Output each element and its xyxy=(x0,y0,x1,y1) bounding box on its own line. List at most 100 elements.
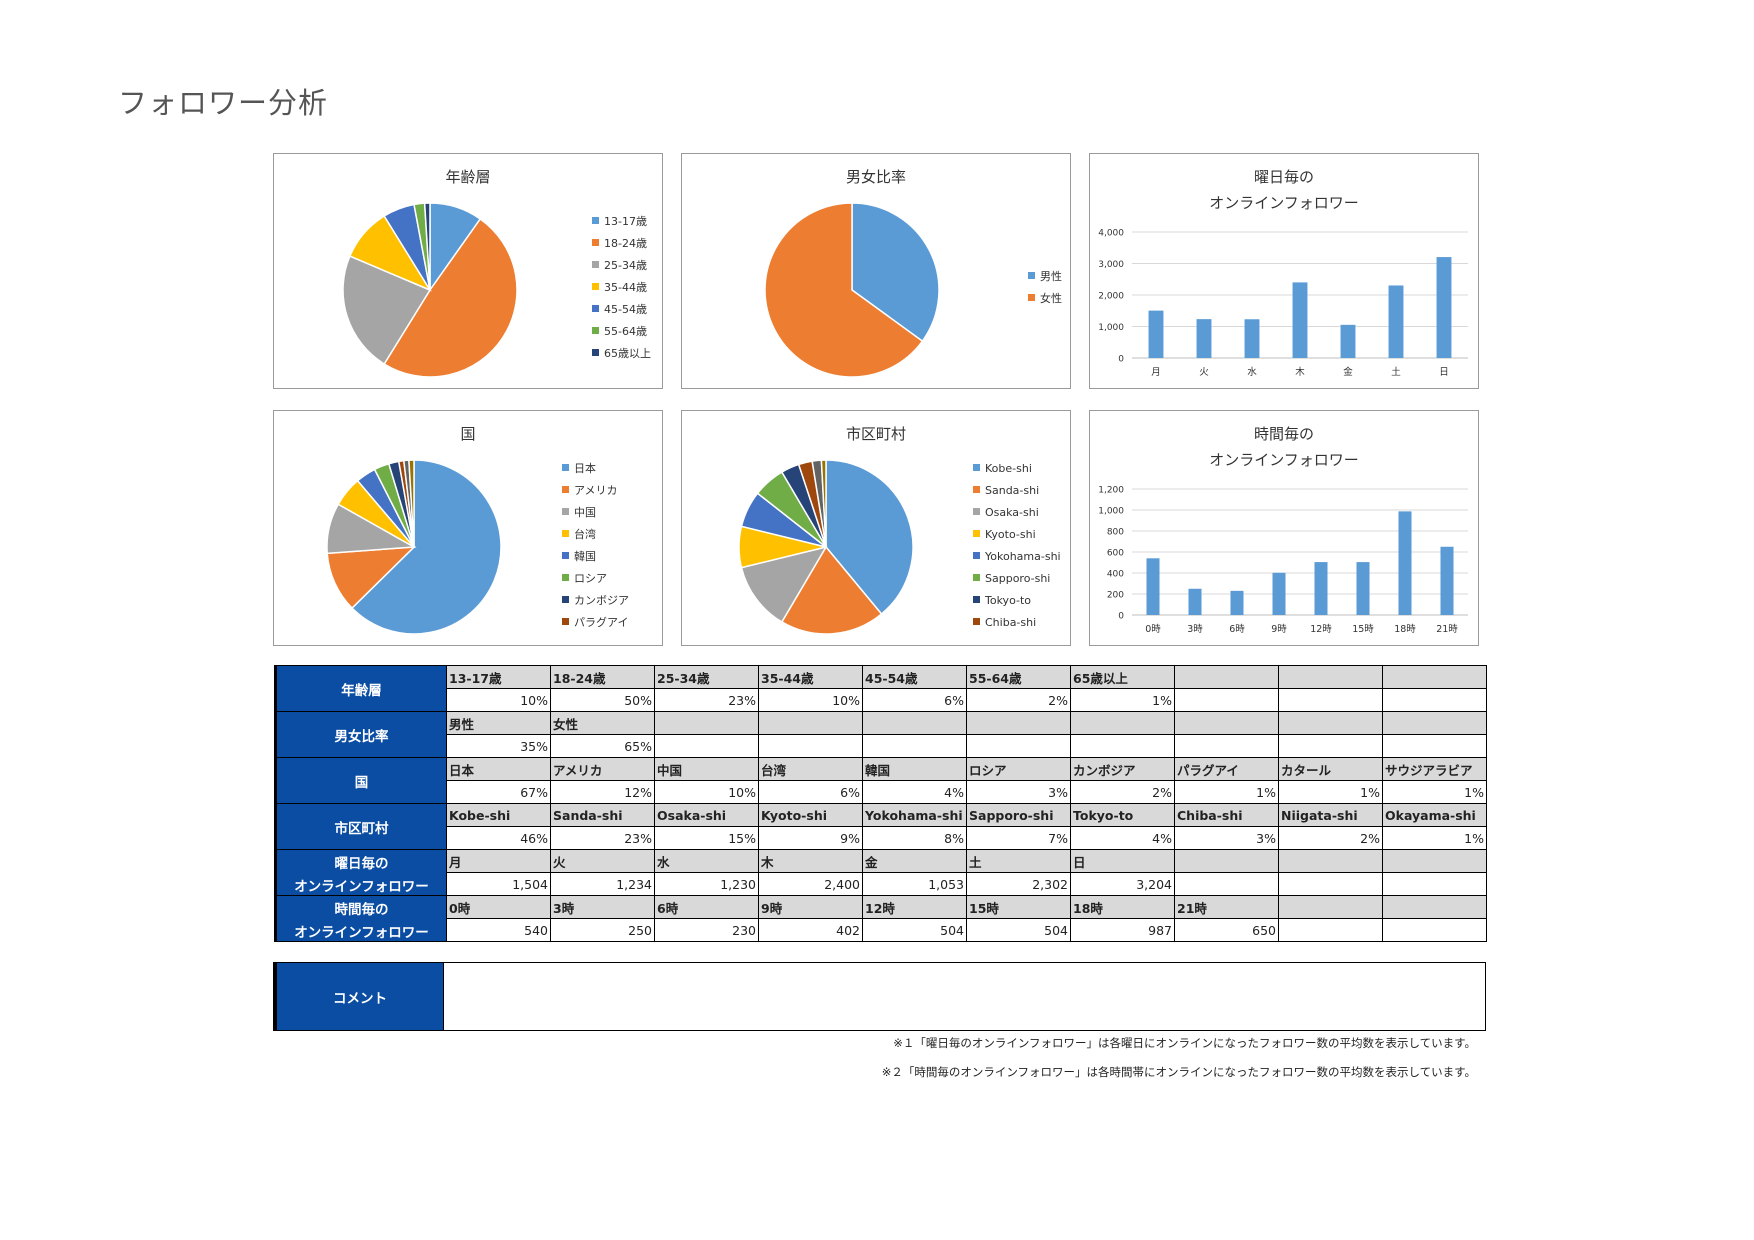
bar xyxy=(1244,319,1260,358)
table-label-cell: Osaka-shi xyxy=(654,803,759,827)
table-label-cell: カンボジア xyxy=(1070,757,1175,781)
table-value-cell: 15% xyxy=(654,826,759,850)
table-label-cell: 21時 xyxy=(1174,895,1279,919)
legend-label: 35-44歳 xyxy=(604,281,647,294)
table-value-cell: 23% xyxy=(654,688,759,712)
legend-swatch xyxy=(562,530,569,537)
x-tick-label: 月 xyxy=(1151,367,1161,378)
table-value-cell: 6% xyxy=(862,688,967,712)
table-label-cell: 45-54歳 xyxy=(862,665,967,689)
legend-swatch xyxy=(562,574,569,581)
table-label-cell xyxy=(1278,665,1383,689)
pie-slice xyxy=(825,459,914,616)
table-label-cell: Chiba-shi xyxy=(1174,803,1279,827)
table-value-cell xyxy=(1174,688,1279,712)
bar xyxy=(1292,282,1308,358)
legend-label: Sapporo-shi xyxy=(985,572,1051,585)
table-label-cell xyxy=(1382,665,1487,689)
table-value-cell xyxy=(966,734,1071,758)
table-value-cell xyxy=(1382,918,1487,942)
table-label-cell: 35-44歳 xyxy=(758,665,863,689)
table-label-cell xyxy=(862,711,967,735)
table-label-cell: Niigata-shi xyxy=(1278,803,1383,827)
x-tick-label: 水 xyxy=(1247,366,1257,378)
legend-label: Chiba-shi xyxy=(985,616,1037,629)
table-value-cell xyxy=(862,734,967,758)
bar xyxy=(1196,319,1212,358)
y-tick-label: 1,200 xyxy=(1098,486,1124,496)
legend-item: Tokyo-to xyxy=(973,595,1061,617)
table-value-cell xyxy=(1278,872,1383,896)
table-value-cell: 3% xyxy=(966,780,1071,804)
legend-item: Kyoto-shi xyxy=(973,529,1061,551)
city-pie-svg xyxy=(738,459,914,635)
table-value-row: オンラインフォロワー 540 250 230 402 504 504 987 650 xyxy=(274,918,1487,942)
legend-label: 45-54歳 xyxy=(604,303,647,316)
table-value-cell xyxy=(1278,918,1383,942)
legend-swatch xyxy=(973,530,980,537)
table-label-cell: 女性 xyxy=(550,711,655,735)
table-value-cell: 650 xyxy=(1174,918,1279,942)
table-value-cell xyxy=(1382,734,1487,758)
city-pie-chart: 市区町村 Kobe-shi Sanda-shi Osaka-shi Kyoto-shi… xyxy=(681,410,1071,646)
table-value-cell: 50% xyxy=(550,688,655,712)
table-label-cell: 3時 xyxy=(550,895,655,919)
x-tick-label: 木 xyxy=(1295,366,1305,378)
table-label-cell: 65歳以上 xyxy=(1070,665,1175,689)
legend-item: 台湾 xyxy=(562,529,629,551)
table-value-cell xyxy=(758,734,863,758)
legend-swatch xyxy=(562,464,569,471)
bar xyxy=(1230,590,1244,615)
x-tick-label: 18時 xyxy=(1394,624,1416,635)
country-pie-svg xyxy=(326,459,502,635)
comment-field[interactable] xyxy=(444,963,1485,1030)
table-label-cell xyxy=(1174,665,1279,689)
legend-swatch xyxy=(973,552,980,559)
x-tick-label: 金 xyxy=(1343,366,1353,378)
table-value-cell: 3,204 xyxy=(1070,872,1175,896)
table-value-cell: 504 xyxy=(862,918,967,942)
table-value-cell xyxy=(654,734,759,758)
table-value-cell: 402 xyxy=(758,918,863,942)
table-label-cell: Kyoto-shi xyxy=(758,803,863,827)
table-label-row: 市区町村 Kobe-shi Sanda-shi Osaka-shi Kyoto-shi Y… xyxy=(274,803,1487,850)
table-value-row: 35% 65% xyxy=(276,734,1487,758)
table-label-cell xyxy=(1278,711,1383,735)
y-tick-label: 600 xyxy=(1107,549,1124,559)
legend-item: Chiba-shi xyxy=(973,617,1061,639)
bar xyxy=(1314,562,1328,615)
legend-swatch xyxy=(562,618,569,625)
table-label-cell: 日 xyxy=(1070,849,1175,873)
pie-slice xyxy=(408,459,415,548)
legend-swatch xyxy=(592,239,599,246)
y-tick-label: 1,000 xyxy=(1098,507,1124,517)
legend-item: Kobe-shi xyxy=(973,463,1061,485)
table-value-cell xyxy=(1174,872,1279,896)
table-label-row: 時間毎の 0時 3時 6時 9時 12時 15時 18時 21時 xyxy=(274,895,1487,919)
legend-swatch xyxy=(562,596,569,603)
pie-slice xyxy=(383,217,518,378)
footnote-2: ※２「時間毎のオンラインフォロワー」は各時間帯にオンラインになったフォロワー数の… xyxy=(881,1065,1476,1079)
table-label-row: 年齢層 13-17歳 18-24歳 25-34歳 35-44歳 45-54歳 55-64歳 6… xyxy=(274,665,1487,712)
table-label-cell: 12時 xyxy=(862,895,967,919)
row-header: 市区町村 xyxy=(274,803,447,850)
age-pie-chart: 年齢層 13-17歳 18-24歳 25-34歳 35-44歳 45-54歳 55-64歳… xyxy=(273,153,663,389)
pie-slice xyxy=(851,202,940,343)
legend-swatch xyxy=(562,508,569,515)
table-label-cell: 韓国 xyxy=(862,757,967,781)
table-value-cell: 1% xyxy=(1382,826,1487,850)
table-label-cell xyxy=(1278,849,1383,873)
legend-label: Tokyo-to xyxy=(985,594,1032,607)
table-value-cell: 1% xyxy=(1174,780,1279,804)
legend-label: カンボジア xyxy=(574,594,629,607)
table-label-cell: 水 xyxy=(654,849,759,873)
table-value-cell: 65% xyxy=(550,734,655,758)
table-value-cell: 2% xyxy=(1070,780,1175,804)
legend-swatch xyxy=(592,305,599,312)
chart-title-line2: オンラインフォロワー xyxy=(1209,451,1359,469)
table-value-cell: 67% xyxy=(446,780,551,804)
table-label-cell: 土 xyxy=(966,849,1071,873)
y-tick-label: 1,000 xyxy=(1098,323,1124,333)
table-label-cell: ロシア xyxy=(966,757,1071,781)
legend-label: ロシア xyxy=(574,572,607,585)
